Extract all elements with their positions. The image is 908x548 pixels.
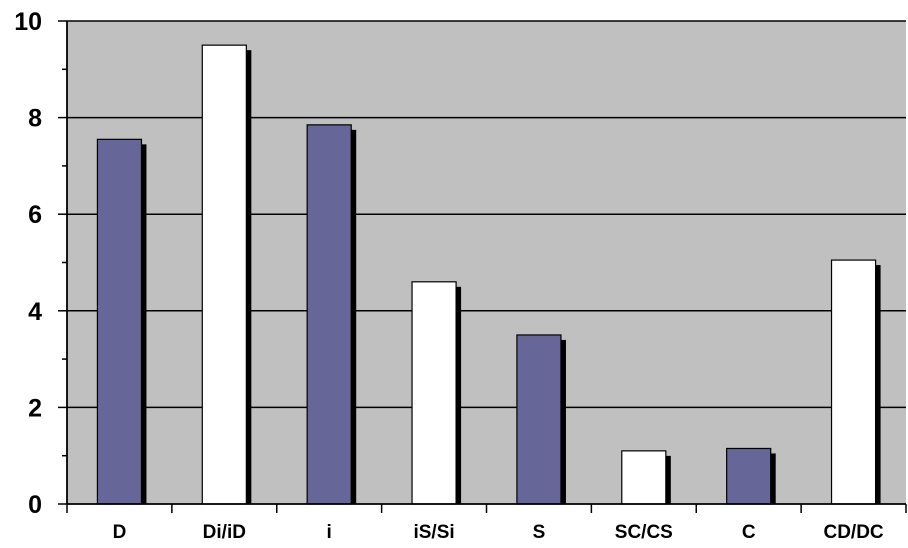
bar-SC/CS: [621, 450, 667, 505]
x-tick-label-SC/CS: SC/CS: [615, 522, 673, 543]
y-tick-label-4: 4: [28, 298, 42, 326]
y-tick-label-2: 2: [28, 394, 42, 422]
bar-D: [96, 138, 143, 505]
bar-iS/Si: [411, 281, 457, 505]
y-tick-label-10: 10: [14, 8, 42, 36]
plot-area: [67, 21, 906, 504]
y-tick-label-0: 0: [28, 491, 42, 519]
bar-i: [306, 124, 352, 505]
x-tick-label-iS/Si: iS/Si: [413, 522, 454, 543]
x-tick-label-Di/iD: Di/iD: [203, 522, 246, 543]
y-tick-label-6: 6: [28, 201, 42, 229]
x-tick-label-i: i: [327, 522, 332, 543]
bar-Di/iD: [201, 44, 247, 505]
y-tick-label-8: 8: [28, 105, 42, 133]
x-tick-label-S: S: [533, 522, 546, 543]
x-tick-label-C: C: [742, 522, 756, 543]
bar-S: [516, 334, 562, 505]
x-tick-label-D: D: [113, 522, 127, 543]
bar-CD/DC: [830, 259, 877, 505]
bar-C: [726, 447, 772, 505]
x-tick-label-CD/DC: CD/DC: [823, 522, 883, 543]
